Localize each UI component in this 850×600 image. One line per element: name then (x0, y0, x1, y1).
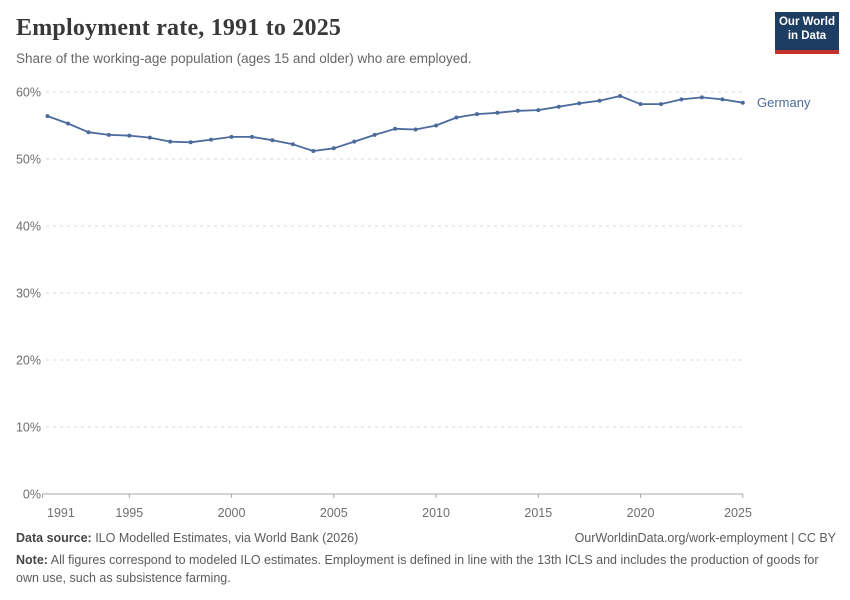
data-point-marker (659, 102, 663, 107)
data-point-marker (577, 101, 582, 106)
data-point-marker (699, 95, 704, 100)
data-point-marker (127, 133, 132, 138)
data-point-marker (474, 112, 479, 117)
y-tick-label: 40% (16, 220, 41, 234)
data-source-line: Data source: ILO Modelled Estimates, via… (16, 531, 358, 545)
owid-logo: Our World in Data (775, 12, 839, 54)
employment-rate-line-chart: 0% 10% 20% 30% 40% 50% 60% 1991 1995 2000 2005 2010… (16, 86, 811, 521)
data-point-marker (250, 134, 254, 139)
x-tick-label: 2025 (724, 506, 752, 520)
data-point-marker (168, 139, 173, 144)
y-tick-label: 10% (16, 421, 41, 435)
data-point-marker (45, 114, 50, 119)
data-point-marker (311, 149, 316, 153)
data-point-marker (413, 127, 418, 132)
chart-subtitle: Share of the working-age population (age… (16, 51, 472, 66)
series-line-germany (46, 95, 744, 152)
data-point-marker (515, 108, 520, 113)
note-label: Note: (16, 553, 48, 567)
data-point-marker (679, 97, 684, 102)
page-title: Employment rate, 1991 to 2025 (16, 15, 342, 41)
series-entity-label: Germany (757, 95, 811, 110)
data-source-text: ILO Modelled Estimates, via World Bank (… (91, 531, 359, 545)
data-point-marker (556, 104, 561, 109)
data-point-marker (188, 140, 193, 145)
y-tick-label: 50% (16, 153, 41, 167)
data-point-marker (495, 110, 500, 115)
y-tick-label: 60% (16, 86, 41, 100)
chart-footer: Data source: ILO Modelled Estimates, via… (16, 531, 836, 587)
data-point-marker (372, 132, 377, 137)
y-tick-label: 30% (16, 287, 41, 301)
data-point-marker (393, 126, 398, 131)
y-tick-label: 0% (23, 488, 41, 502)
data-point-marker (290, 142, 295, 147)
data-point-marker (720, 97, 725, 102)
rights-license-text: OurWorldinData.org/work-employment | CC … (574, 531, 836, 545)
data-point-marker (352, 139, 357, 144)
x-tick-label: 2020 (627, 506, 655, 520)
owid-logo-line2: in Data (787, 29, 827, 42)
y-tick-label: 20% (16, 354, 41, 368)
note-text: All figures correspond to modeled ILO es… (16, 553, 819, 585)
owid-logo-line1: Our World (778, 16, 835, 28)
x-tick-label: 1991 (47, 506, 75, 520)
data-point-marker (740, 100, 745, 105)
data-point-marker (638, 102, 643, 107)
data-point-marker (209, 137, 214, 142)
data-point-marker (597, 98, 602, 103)
data-point-marker (270, 138, 275, 143)
data-point-marker (536, 108, 541, 113)
x-tick-label: 2015 (524, 506, 552, 520)
data-point-marker (618, 94, 623, 98)
x-tick-label: 2010 (422, 506, 450, 520)
data-point-marker (454, 115, 459, 120)
data-point-marker (331, 146, 336, 151)
x-tick-label: 2000 (218, 506, 246, 520)
x-tick-label: 2005 (320, 506, 348, 520)
data-point-marker (86, 130, 91, 135)
data-point-marker (147, 135, 152, 140)
data-point-marker (229, 134, 234, 139)
data-point-marker (66, 121, 70, 126)
x-tick-label: 1995 (115, 506, 143, 520)
data-point-marker (434, 123, 439, 128)
data-source-label: Data source: (16, 531, 92, 545)
data-point-marker (106, 132, 111, 137)
